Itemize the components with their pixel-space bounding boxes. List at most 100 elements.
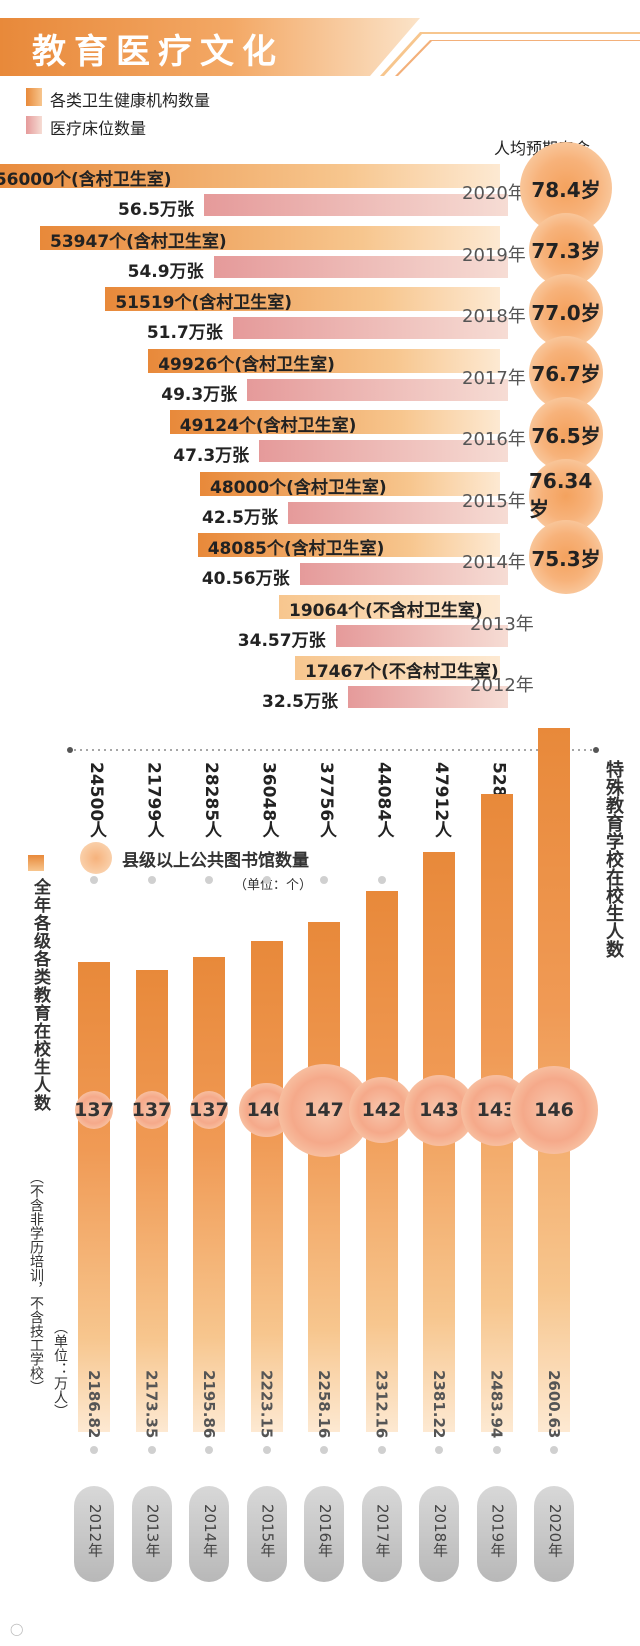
page-title: 教育医疗文化 (32, 32, 284, 72)
beds-label-3: 49.3万张 (161, 384, 238, 405)
student-value-4: 2258.16 (315, 1370, 333, 1439)
bottom-chart-frame (67, 747, 599, 753)
library-circle-0: 137 (74, 1091, 114, 1129)
student-count-subtitle: （不含非学历培训，不含技工学校） (28, 1170, 44, 1394)
library-count-4: 147 (304, 1099, 344, 1121)
facility-bar-0 (0, 164, 500, 188)
library-legend-circle (80, 842, 112, 874)
life-expectancy-label-2: 77.0岁 (531, 300, 601, 325)
beds-bar-6 (299, 563, 508, 585)
facility-label-4: 49124个(含村卫生室) (179, 416, 357, 436)
student-value-8: 2600.63 (545, 1370, 563, 1439)
library-count-6: 143 (419, 1099, 459, 1121)
student-value-1: 2173.35 (142, 1370, 161, 1439)
student-bar-5 (365, 891, 398, 1432)
life-expectancy-label-4: 76.5岁 (531, 423, 601, 448)
student-legend-swatch (28, 855, 44, 871)
beds-bar-5 (288, 501, 508, 524)
library-legend-unit: （单位：个） (234, 878, 313, 893)
year-label-0: 2012年 (86, 1504, 104, 1558)
health-chart: 56000个(含村卫生室) 56.5万张 2020年 78.4岁 53947个(含村卫生… (0, 0, 640, 720)
facility-label-0: 56000个(含村卫生室) (0, 170, 172, 190)
facility-label-5: 48000个(含村卫生室) (210, 477, 387, 498)
beds-bar-8 (348, 686, 508, 708)
beds-label-2: 51.7万张 (146, 323, 223, 343)
special-school-label-5: 44084人 (373, 762, 394, 839)
special-school-title: 特殊教育学校在校生人数 (603, 760, 624, 958)
student-bar-1 (135, 969, 168, 1432)
student-value-6: 2381.22 (430, 1370, 448, 1439)
year-label-5: 2017年 (373, 1504, 392, 1558)
special-school-label-0: 24500人 (86, 762, 106, 839)
beds-bar-0 (204, 194, 508, 216)
health-year-2: 2018年 (462, 306, 526, 327)
facility-bar-1 (40, 225, 500, 250)
year-label-1: 2013年 (143, 1504, 162, 1558)
year-dot-2 (205, 1446, 213, 1454)
special-school-dot-3 (262, 876, 271, 884)
beds-label-8: 32.5万张 (262, 692, 338, 712)
year-label-7: 2019年 (488, 1504, 507, 1558)
legend-swatch-beds (26, 116, 42, 134)
library-circle-5: 142 (348, 1077, 415, 1143)
watermark: ◯ (10, 1622, 24, 1636)
facility-label-2: 51519个(含村卫生室) (115, 293, 293, 313)
year-dot-0 (90, 1446, 98, 1454)
life-expectancy-label-3: 76.7岁 (531, 362, 601, 386)
legend-swatch-facilities (26, 88, 42, 106)
year-dot-6 (435, 1446, 443, 1454)
student-bar-3 (250, 941, 283, 1432)
year-pill-1: 2013年 (131, 1486, 172, 1582)
library-legend-label: 县级以上公共图书馆数量 (122, 851, 309, 871)
special-school-dot-1 (147, 876, 156, 884)
student-value-0: 2186.82 (85, 1370, 103, 1439)
health-year-7: 2013年 (470, 613, 534, 635)
library-count-8: 146 (534, 1099, 574, 1121)
year-dot-1 (147, 1446, 156, 1454)
facility-bar-2 (105, 287, 500, 311)
title-banner (0, 18, 640, 76)
special-school-dot-4 (320, 876, 328, 884)
library-count-7: 143 (476, 1099, 517, 1121)
year-dot-5 (377, 1446, 386, 1454)
year-label-4: 2016年 (316, 1504, 334, 1558)
year-pill-2: 2014年 (189, 1486, 229, 1582)
year-pill-0: 2012年 (74, 1486, 114, 1582)
facility-bar-4 (169, 410, 500, 434)
year-dot-7 (492, 1446, 501, 1454)
student-value-3: 2223.15 (257, 1370, 276, 1439)
student-bar-0 (78, 962, 110, 1432)
health-year-5: 2015年 (462, 490, 526, 512)
special-school-label-3: 36048人 (258, 762, 279, 839)
student-count-title: 全年各级各类教育在校生人数 (30, 878, 50, 1112)
beds-bar-1 (213, 255, 508, 278)
library-count-0: 137 (74, 1099, 114, 1121)
student-value-7: 2483.94 (487, 1370, 506, 1439)
beds-label-5: 42.5万张 (202, 507, 278, 528)
year-label-2: 2014年 (201, 1504, 219, 1558)
life-expectancy-label-1: 77.3岁 (531, 239, 601, 263)
student-bar-4 (308, 921, 340, 1432)
life-expectancy-label-0: 78.4岁 (531, 177, 601, 202)
beds-label-0: 56.5万张 (118, 200, 194, 220)
year-dot-4 (320, 1446, 328, 1454)
facility-bar-7 (279, 594, 500, 619)
beds-label-7: 34.57万张 (237, 630, 326, 651)
special-school-label-4: 37756人 (316, 762, 336, 839)
legend-label-facilities: 各类卫生健康机构数量 (50, 91, 211, 110)
facility-label-7: 19064个(不含村卫生室) (289, 600, 483, 621)
beds-bar-3 (247, 378, 508, 401)
year-pill-4: 2016年 (304, 1486, 344, 1582)
facility-label-8: 17467个(不含村卫生室) (305, 662, 499, 682)
facility-bar-5 (200, 471, 500, 496)
year-pill-6: 2018年 (419, 1486, 459, 1582)
library-circle-1: 137 (132, 1091, 171, 1129)
health-year-0: 2020年 (462, 183, 526, 204)
beds-bar-7 (335, 624, 508, 647)
student-bar-2 (193, 956, 225, 1432)
beds-bar-4 (259, 440, 508, 462)
year-label-6: 2018年 (431, 1504, 449, 1558)
year-pill-3: 2015年 (246, 1486, 287, 1582)
health-year-4: 2016年 (462, 429, 526, 450)
